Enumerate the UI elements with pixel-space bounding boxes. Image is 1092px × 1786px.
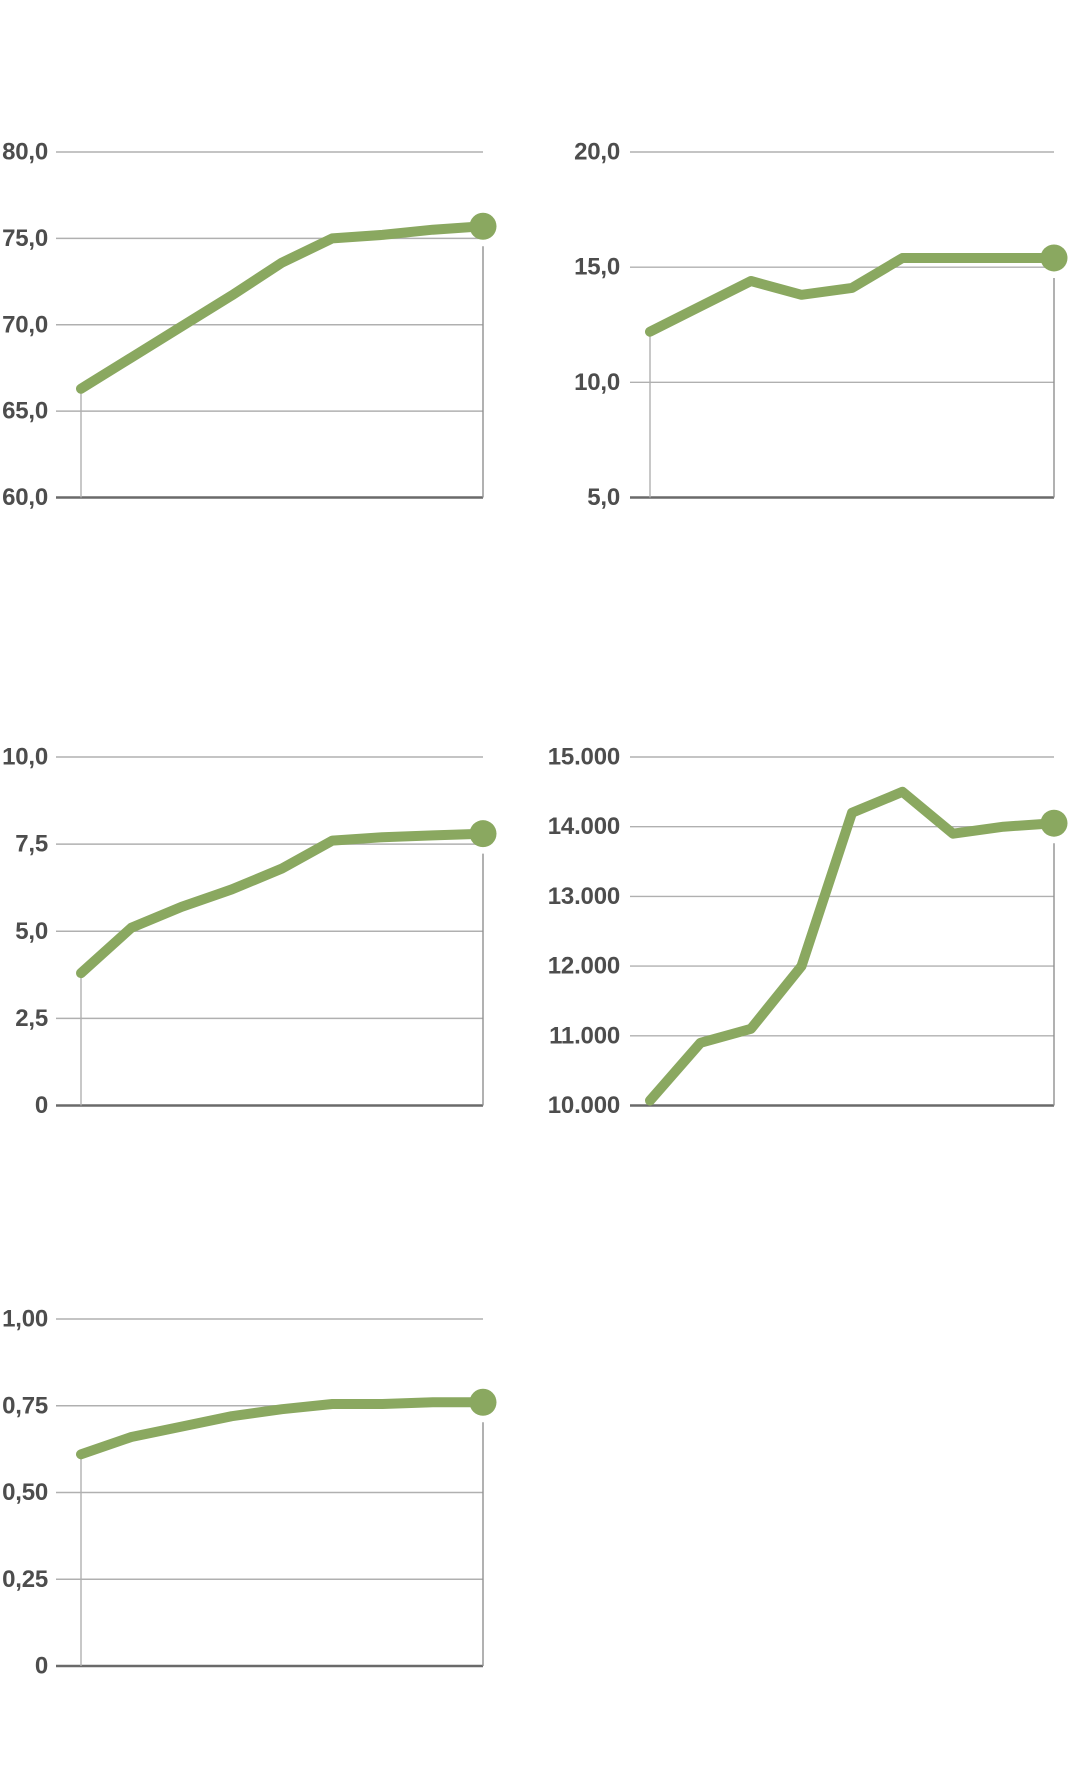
y-tick-label: 0,75 bbox=[2, 1392, 48, 1419]
y-tick-label: 60,0 bbox=[2, 484, 48, 511]
y-tick-label: 70,0 bbox=[2, 311, 48, 338]
trend-line bbox=[645, 786, 1059, 1106]
y-tick-label: 75,0 bbox=[2, 225, 48, 252]
latest-value-dot bbox=[469, 212, 497, 240]
y-tick-label: 7,5 bbox=[15, 831, 48, 858]
y-tick-label: 0,25 bbox=[2, 1566, 48, 1593]
y-tick-label: 10,0 bbox=[574, 369, 620, 396]
line-chart-3: 10,0 7,5 5,0 2,5 0 bbox=[2, 744, 497, 1119]
y-tick-label: 14.000 bbox=[548, 813, 620, 840]
y-tick-label: 80,0 bbox=[2, 139, 48, 166]
y-tick-label: 5,0 bbox=[587, 484, 620, 511]
y-tick-label: 5,0 bbox=[15, 918, 48, 945]
y-tick-label: 1,00 bbox=[2, 1306, 48, 1333]
latest-value-dot bbox=[1040, 809, 1068, 837]
line-chart-4: 15.000 14.000 13.000 12.000 11.000 10.000 bbox=[548, 744, 1068, 1119]
y-tick-label: 0 bbox=[35, 1092, 48, 1119]
trend-line bbox=[76, 221, 488, 394]
y-tick-label: 15,0 bbox=[574, 254, 620, 281]
y-tick-label: 0 bbox=[35, 1653, 48, 1680]
line-chart-1: 80,0 75,0 70,0 65,0 60,0 bbox=[2, 139, 497, 511]
y-tick-label: 2,5 bbox=[15, 1005, 48, 1032]
y-tick-label: 11.000 bbox=[549, 1022, 620, 1049]
y-tick-label: 12.000 bbox=[548, 953, 620, 980]
y-tick-label: 10.000 bbox=[548, 1092, 620, 1119]
y-tick-label: 15.000 bbox=[548, 744, 620, 771]
latest-value-dot bbox=[469, 820, 497, 848]
line-chart-2: 20,0 15,0 10,0 5,0 bbox=[574, 139, 1068, 511]
line-chart-5: 1,00 0,75 0,50 0,25 0 bbox=[2, 1306, 497, 1680]
y-tick-label: 13.000 bbox=[548, 883, 620, 910]
trend-line bbox=[76, 1397, 488, 1460]
latest-value-dot bbox=[469, 1388, 497, 1416]
latest-value-dot bbox=[1040, 244, 1068, 272]
y-tick-label: 20,0 bbox=[574, 139, 620, 166]
y-tick-label: 0,50 bbox=[2, 1479, 48, 1506]
y-tick-label: 10,0 bbox=[2, 744, 48, 771]
trend-line bbox=[645, 253, 1059, 337]
y-tick-label: 65,0 bbox=[2, 398, 48, 425]
trend-line bbox=[76, 828, 488, 979]
